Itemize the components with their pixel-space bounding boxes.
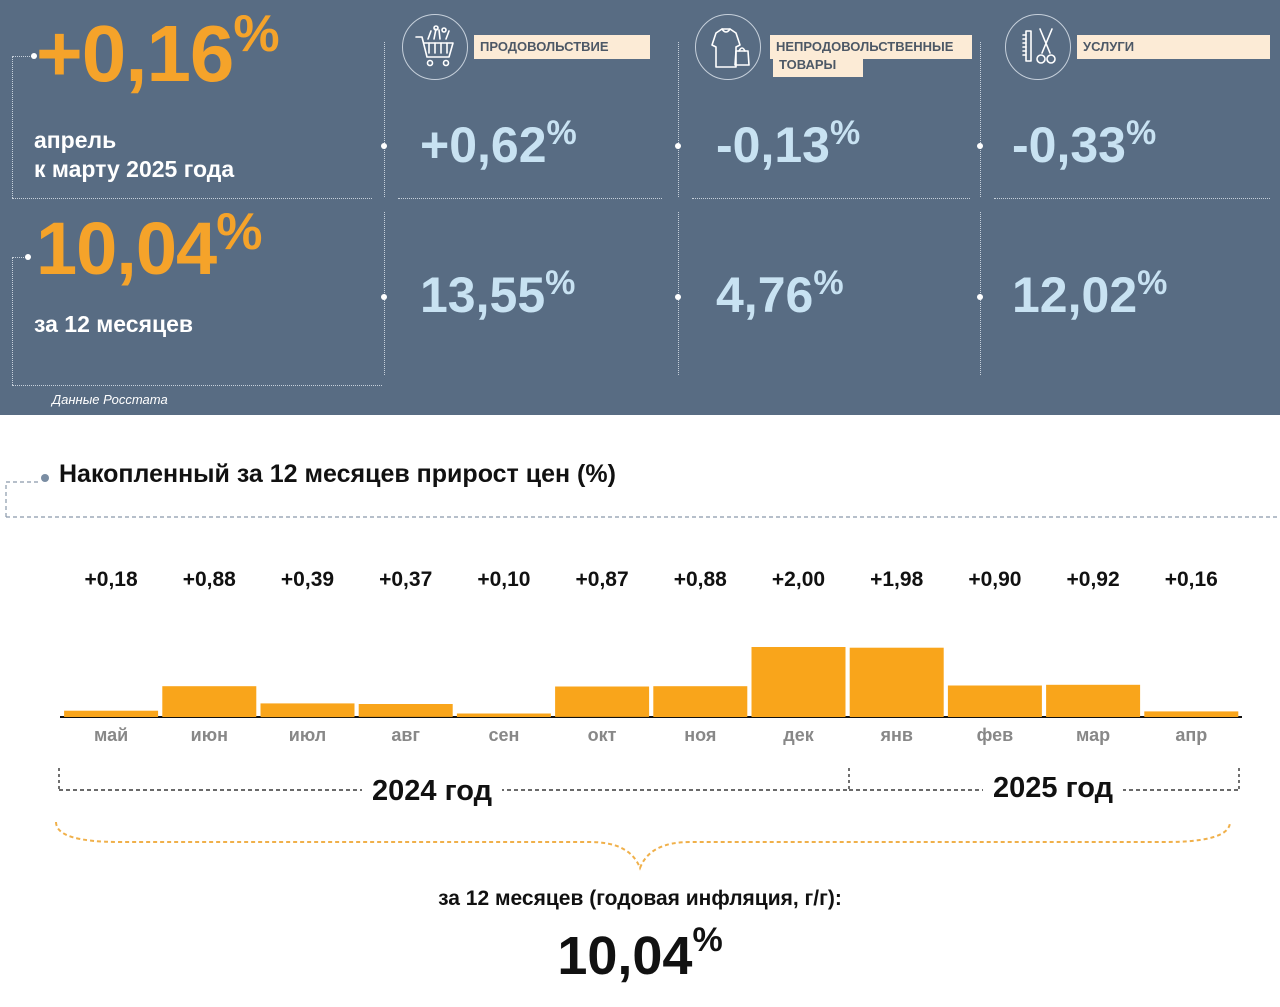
bullet-dot bbox=[977, 143, 983, 149]
month-label-июн: июн bbox=[190, 725, 228, 745]
data-label-май: +0,18 bbox=[84, 568, 138, 591]
bar-ноя bbox=[653, 686, 748, 717]
column-divider bbox=[384, 42, 385, 197]
connector-line bbox=[12, 257, 28, 258]
month-label-янв: янв bbox=[880, 725, 913, 745]
data-label-мар: +0,92 bbox=[1066, 568, 1120, 591]
column-divider bbox=[678, 212, 679, 375]
year-label-2025: 2025 год bbox=[983, 772, 1124, 805]
column-divider bbox=[384, 212, 385, 375]
bar-июн bbox=[162, 686, 257, 717]
data-label-июл: +0,39 bbox=[280, 568, 335, 591]
column-divider bbox=[980, 42, 981, 197]
data-label-янв: +1,98 bbox=[870, 568, 924, 591]
food-annual-value: 13,55% bbox=[420, 264, 576, 323]
data-label-авг: +0,37 bbox=[379, 568, 433, 591]
food-monthly-value: +0,62% bbox=[420, 114, 577, 173]
annual-inflation-total: 10,04% bbox=[557, 921, 723, 986]
bar-май bbox=[64, 710, 159, 717]
month-label-авг: авг bbox=[391, 725, 420, 745]
bullet-dot bbox=[381, 294, 387, 300]
bar-мар bbox=[1046, 684, 1141, 717]
data-label-окт: +0,87 bbox=[575, 568, 629, 591]
month-label-фев: фев bbox=[976, 725, 1014, 745]
connector-line bbox=[12, 56, 13, 198]
month-label-май: май bbox=[94, 725, 129, 745]
divider-line bbox=[12, 385, 382, 386]
bullet-dot bbox=[31, 53, 37, 59]
month-label-ноя: ноя bbox=[684, 725, 717, 745]
month-label-сен: сен bbox=[488, 725, 520, 745]
divider-line bbox=[994, 198, 1270, 199]
column-divider bbox=[678, 42, 679, 197]
connector-line bbox=[12, 56, 34, 57]
data-label-ноя: +0,88 bbox=[673, 568, 727, 591]
source-note: Данные Росстата bbox=[52, 392, 168, 407]
bar-авг bbox=[358, 704, 453, 717]
bar-окт bbox=[555, 686, 650, 717]
clothes-bag-icon bbox=[695, 14, 761, 80]
column-divider bbox=[980, 212, 981, 375]
monthly-period-label: апрель к марту 2025 года bbox=[34, 127, 235, 182]
bar-фев bbox=[947, 685, 1042, 717]
services-monthly-value: -0,33% bbox=[1012, 114, 1157, 173]
year-label-2024: 2024 год bbox=[362, 775, 503, 808]
data-label-дек: +2,00 bbox=[771, 568, 826, 591]
annual-inflation-caption: за 12 месяцев (годовая инфляция, г/г): bbox=[438, 887, 842, 910]
category-label-nonfood-line2: ТОВАРЫ bbox=[773, 53, 863, 77]
month-label-июл: июл bbox=[288, 725, 327, 745]
scissors-comb-icon bbox=[1005, 14, 1071, 80]
monthly-inflation-value: +0,16% bbox=[36, 5, 280, 98]
month-label-апр: апр bbox=[1175, 725, 1208, 745]
bar-апр bbox=[1144, 711, 1239, 717]
month-label-дек: дек bbox=[783, 725, 814, 745]
bar-июл bbox=[260, 703, 355, 718]
data-label-апр: +0,16 bbox=[1164, 568, 1218, 591]
chart-title: Накопленный за 12 месяцев прирост цен (%… bbox=[59, 460, 616, 488]
connector-line bbox=[12, 257, 13, 385]
divider-line bbox=[398, 198, 662, 199]
bar-сен bbox=[456, 713, 551, 717]
category-label-food: ПРОДОВОЛЬСТВИЕ bbox=[474, 35, 650, 59]
category-label-services: УСЛУГИ bbox=[1077, 35, 1270, 59]
bullet-dot bbox=[977, 294, 983, 300]
annual-inflation-value: 10,04% bbox=[36, 203, 263, 290]
month-label-мар: мар bbox=[1076, 725, 1111, 745]
divider-line bbox=[12, 198, 372, 199]
services-annual-value: 12,02% bbox=[1012, 264, 1168, 323]
nonfood-annual-value: 4,76% bbox=[716, 264, 844, 323]
summary-panel: +0,16% апрель к марту 2025 года 10,04% з… bbox=[0, 0, 1280, 415]
bullet-dot bbox=[25, 254, 31, 260]
bullet-dot bbox=[675, 143, 681, 149]
data-label-фев: +0,90 bbox=[968, 568, 1022, 591]
bullet-dot bbox=[381, 143, 387, 149]
shopping-cart-icon bbox=[402, 14, 468, 80]
divider-line bbox=[692, 198, 970, 199]
bullet-dot bbox=[675, 294, 681, 300]
bar-дек bbox=[751, 647, 846, 717]
annual-period-label: за 12 месяцев bbox=[34, 311, 194, 337]
data-label-сен: +0,10 bbox=[477, 568, 531, 591]
data-label-июн: +0,88 bbox=[182, 568, 236, 591]
bar-янв bbox=[849, 647, 944, 717]
month-label-окт: окт bbox=[587, 725, 617, 745]
nonfood-monthly-value: -0,13% bbox=[716, 114, 861, 173]
